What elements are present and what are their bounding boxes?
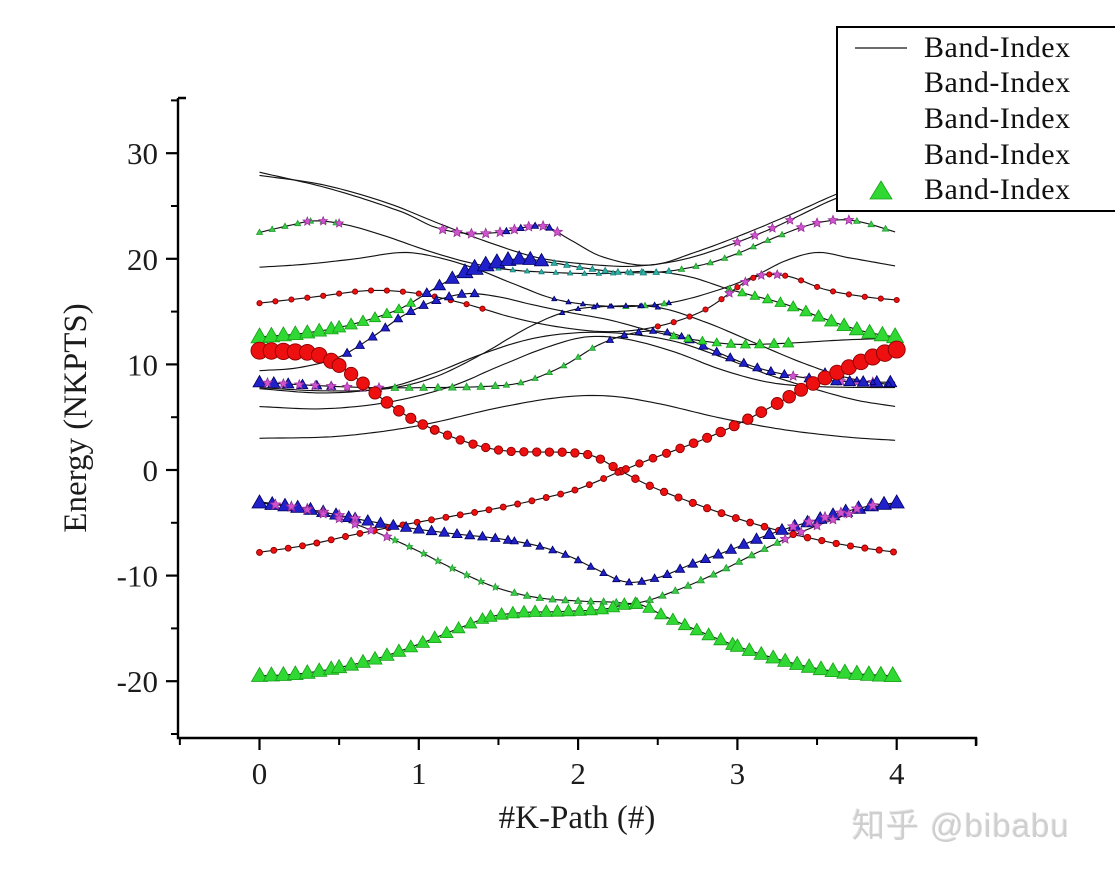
band-04-line: [259, 251, 896, 308]
x-tick-label: 3: [730, 756, 746, 791]
band-17-green-bottom-markers: [250, 596, 902, 682]
legend-item-0: Band-Index: [838, 30, 1115, 66]
x-tick-label: 0: [252, 756, 268, 791]
band-02-markers: [732, 214, 796, 247]
legend-item-4: Band-Index: [838, 172, 1115, 208]
band-01-line: [259, 171, 896, 266]
watermark: 知乎 @bibabu: [852, 807, 1070, 844]
band-07-markers: [252, 326, 898, 393]
y-tick-label: -10: [117, 559, 158, 594]
y-tick-label: 20: [127, 242, 158, 277]
x-tick-label: 1: [411, 756, 427, 791]
legend-item-1: Band-Index: [838, 66, 1115, 102]
band-03-line: [259, 220, 896, 338]
x-tick-label: 2: [570, 756, 586, 791]
band-markers: [250, 214, 906, 682]
legend-item-label: Band-Index: [924, 173, 1071, 207]
y-tick-label: 10: [127, 347, 158, 382]
legend-green-triangle-icon: [838, 179, 924, 201]
band-02-line: [259, 174, 896, 267]
band-16-star-green-markers: [285, 500, 855, 606]
band-05-markers: [256, 268, 900, 330]
band-10-line: [259, 335, 896, 410]
legend-item-label: Band-Index: [924, 30, 1071, 64]
legend-line-swatch: [838, 44, 924, 52]
axes: 30 20 10 0 -10 -20 0 1 2 3 4 Energy (NKPTS) #K-Path …: [58, 96, 978, 836]
legend-item-2: Band-Index: [838, 101, 1115, 137]
legend-item-3: Band-Index: [838, 137, 1115, 173]
legend-item-label: Band-Index: [924, 101, 1071, 135]
band-06-markers: [250, 214, 890, 344]
y-tick-label: 0: [143, 453, 159, 488]
band-12-markers: [341, 288, 795, 357]
x-tick-label: 4: [889, 756, 905, 791]
y-tick-label: 30: [127, 136, 158, 171]
x-axis-title: #K-Path (#): [499, 800, 656, 836]
legend-item-label: Band-Index: [924, 137, 1071, 171]
legend: Band-Index Band-Index Band-Index Band-Index…: [836, 26, 1115, 212]
band-05-line: [259, 273, 896, 333]
band-01-markers: [436, 219, 564, 239]
y-axis-title: Energy (NKPTS): [58, 303, 94, 532]
band-11-line: [259, 394, 896, 441]
legend-item-label: Band-Index: [924, 66, 1071, 100]
band-15-blue-valley-markers: [251, 494, 905, 586]
y-tick-label: -20: [117, 664, 158, 699]
band-13-red-upper-markers: [250, 341, 897, 556]
band-14-red-lower-markers: [256, 340, 906, 556]
